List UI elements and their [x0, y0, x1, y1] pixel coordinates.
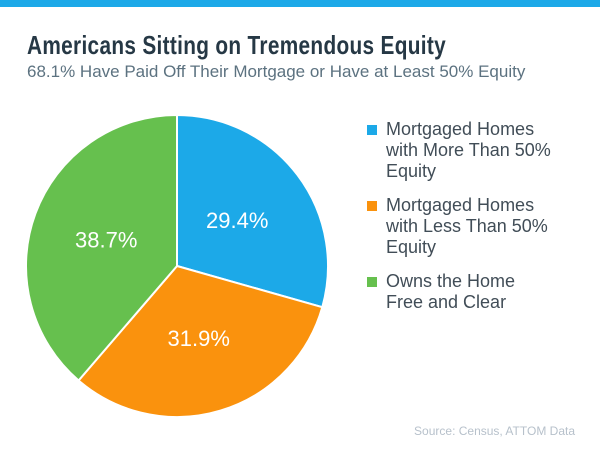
- pie-slice-free-and-clear: [25, 114, 178, 382]
- legend-item-more-than-50: Mortgaged Homes with More Than 50% Equit…: [367, 119, 577, 182]
- pie-slice-label: 29.4%: [206, 208, 268, 233]
- legend-label: Owns the Home Free and Clear: [386, 271, 516, 312]
- top-accent-bar: [0, 0, 600, 7]
- pie-slice-label: 31.9%: [168, 326, 230, 351]
- legend-item-less-than-50: Mortgaged Homes with Less Than 50% Equit…: [367, 195, 577, 258]
- legend-label: Mortgaged Homes with Less Than 50% Equit…: [386, 195, 548, 257]
- legend-swatch: [367, 125, 377, 135]
- page-title: Americans Sitting on Tremendous Equity: [27, 30, 446, 60]
- pie-slice-more-than-50: [176, 114, 329, 309]
- legend-swatch: [367, 277, 377, 287]
- pie-slice-label: 38.7%: [75, 227, 137, 252]
- pie-slice-less-than-50: [77, 265, 324, 418]
- pie-chart: 29.4% 31.9% 38.7%: [25, 114, 329, 418]
- legend: Mortgaged Homes with More Than 50% Equit…: [367, 119, 577, 326]
- legend-label: Mortgaged Homes with More Than 50% Equit…: [386, 119, 551, 181]
- legend-item-free-and-clear: Owns the Home Free and Clear: [367, 271, 577, 313]
- subtitle: 68.1% Have Paid Off Their Mortgage or Ha…: [27, 62, 526, 81]
- source-note: Source: Census, ATTOM Data: [414, 424, 575, 438]
- legend-swatch: [367, 201, 377, 211]
